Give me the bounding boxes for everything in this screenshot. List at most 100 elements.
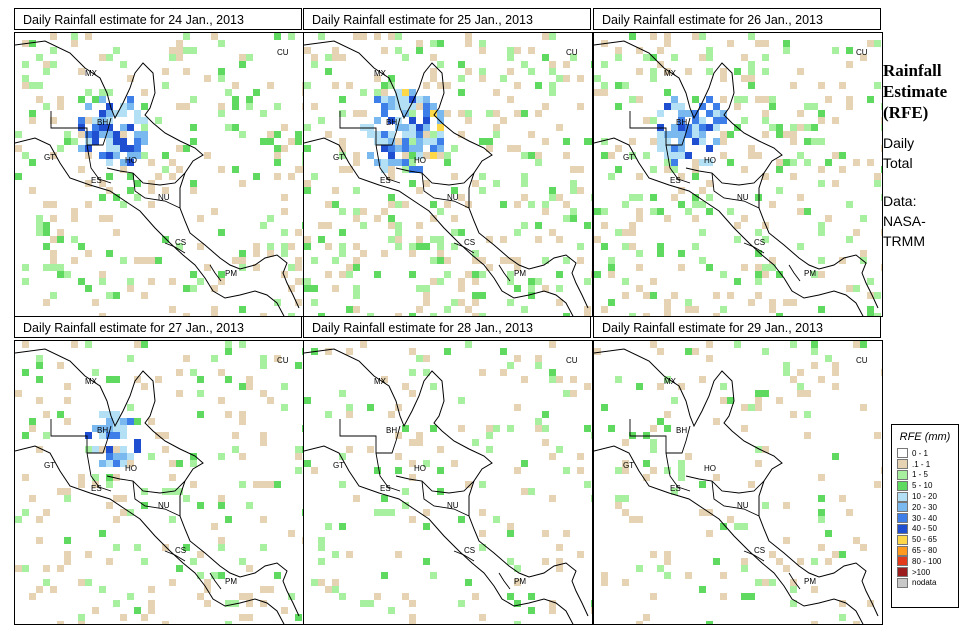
- rain-cell: [50, 201, 57, 208]
- rain-cell: [867, 292, 874, 299]
- rain-cell: [148, 187, 155, 194]
- rain-cell: [755, 229, 762, 236]
- rain-cell: [22, 565, 29, 572]
- rain-cell: [388, 82, 395, 89]
- rain-cell: [134, 117, 141, 124]
- rain-cell: [542, 201, 549, 208]
- rain-cell: [218, 572, 225, 579]
- rain-cell: [374, 159, 381, 166]
- rain-cell: [804, 208, 811, 215]
- rain-cell: [678, 173, 685, 180]
- rain-cell: [288, 33, 295, 40]
- rain-cell: [50, 215, 57, 222]
- country-label: NU: [737, 193, 749, 202]
- rain-cell: [113, 516, 120, 523]
- rain-cell: [134, 376, 141, 383]
- rain-cell: [720, 131, 727, 138]
- rain-cell: [479, 530, 486, 537]
- country-label: CS: [754, 238, 765, 247]
- rain-cell: [99, 215, 106, 222]
- rain-cell: [388, 159, 395, 166]
- rain-cell: [514, 145, 521, 152]
- rain-cell: [78, 579, 85, 586]
- legend-swatch: [897, 545, 908, 556]
- rain-cell: [881, 124, 882, 131]
- rain-cell: [204, 152, 211, 159]
- rain-cell: [762, 110, 769, 117]
- rain-cell: [302, 425, 303, 432]
- rain-cell: [402, 152, 409, 159]
- rain-cell: [402, 488, 409, 495]
- rain-cell: [36, 355, 43, 362]
- rain-cell: [741, 54, 748, 61]
- panel-title: Daily Rainfall estimate for 28 Jan., 201…: [303, 316, 591, 338]
- rain-cell: [664, 376, 671, 383]
- rain-cell: [804, 124, 811, 131]
- rain-cell: [162, 446, 169, 453]
- rain-cell: [601, 404, 608, 411]
- rain-cell: [846, 509, 853, 516]
- rain-cell: [92, 299, 99, 306]
- rain-cell: [727, 40, 734, 47]
- rain-cell: [360, 89, 367, 96]
- rain-cell: [295, 257, 302, 264]
- rain-cell: [584, 306, 591, 313]
- rain-cell: [197, 376, 204, 383]
- legend-swatch: [897, 491, 908, 502]
- rain-cell: [190, 460, 197, 467]
- rain-cell: [755, 96, 762, 103]
- country-label: MX: [85, 377, 98, 386]
- rain-cell: [811, 103, 818, 110]
- rain-cell: [706, 159, 713, 166]
- rain-cell: [360, 208, 367, 215]
- rain-cell: [302, 537, 303, 544]
- rain-cell: [839, 152, 846, 159]
- rain-cell: [636, 47, 643, 54]
- rain-cell: [615, 467, 622, 474]
- rain-cell: [458, 75, 465, 82]
- rain-cell: [155, 173, 162, 180]
- rain-cell: [120, 61, 127, 68]
- rain-cell: [64, 383, 71, 390]
- rain-cell: [608, 271, 615, 278]
- rain-cell: [790, 124, 797, 131]
- legend-item: .1 - 1: [897, 459, 958, 470]
- rain-cell: [818, 180, 825, 187]
- rain-cell: [479, 509, 486, 516]
- rain-cell: [106, 292, 113, 299]
- rain-cell: [239, 593, 246, 600]
- country-label: BH: [386, 426, 397, 435]
- rain-cell: [755, 250, 762, 257]
- rain-cell: [402, 383, 409, 390]
- country-border: [665, 144, 691, 184]
- rain-cell: [874, 180, 881, 187]
- country-border: [164, 550, 186, 562]
- rain-cell: [78, 145, 85, 152]
- coastline: [304, 137, 574, 316]
- rain-cell: [332, 201, 339, 208]
- rain-cell: [402, 110, 409, 117]
- rain-cell: [577, 166, 584, 173]
- rain-cell: [720, 306, 727, 313]
- rain-cell: [302, 348, 303, 355]
- rain-cell: [409, 348, 416, 355]
- rain-cell: [430, 138, 437, 145]
- rain-cell: [720, 138, 727, 145]
- rain-cell: [353, 306, 360, 313]
- rain-cell: [339, 208, 346, 215]
- country-label: CU: [856, 48, 868, 57]
- rain-cell: [197, 215, 204, 222]
- rain-cell: [211, 285, 218, 292]
- rain-cell: [500, 369, 507, 376]
- rain-cell: [430, 383, 437, 390]
- rain-cell: [867, 96, 874, 103]
- rain-cell: [288, 593, 295, 600]
- rain-cell: [162, 488, 169, 495]
- rain-cell: [584, 481, 591, 488]
- rain-cell: [409, 89, 416, 96]
- rain-cell: [295, 362, 302, 369]
- rain-cell: [423, 117, 430, 124]
- coastline: [15, 445, 285, 624]
- rain-cell: [601, 208, 608, 215]
- rain-cell: [636, 516, 643, 523]
